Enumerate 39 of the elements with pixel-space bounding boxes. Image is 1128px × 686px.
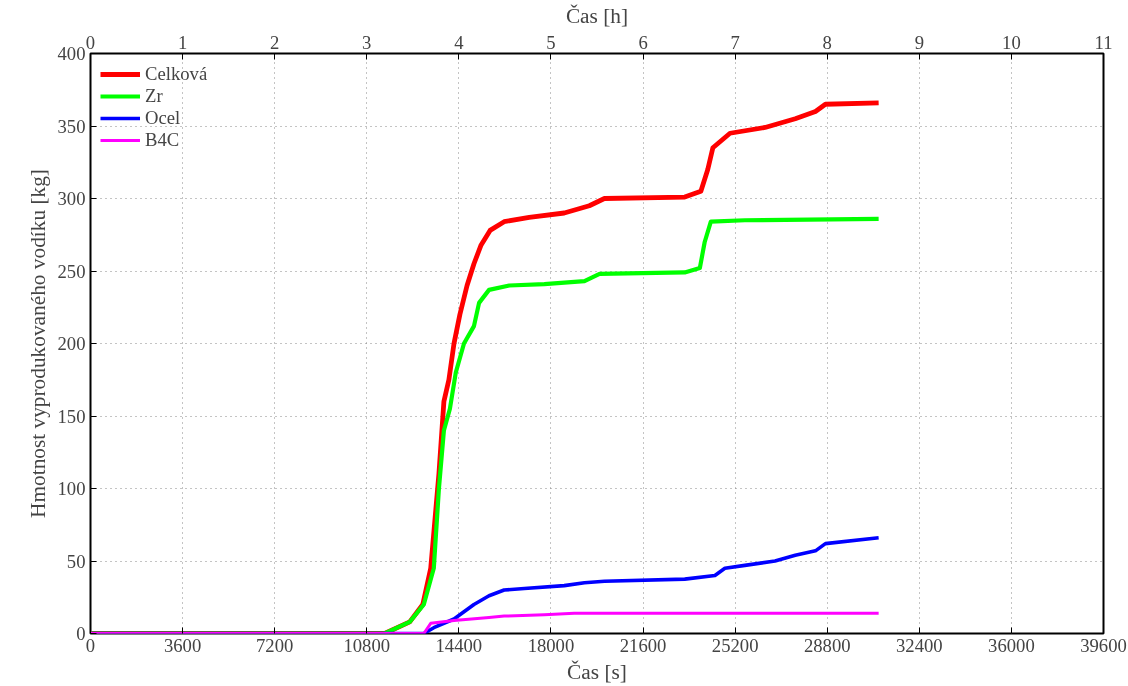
- x2-tick-label: 10: [1002, 31, 1021, 53]
- y-tick-label: 150: [57, 405, 86, 427]
- y-tick-label: 300: [57, 188, 86, 209]
- x-tick-label: 32400: [896, 634, 943, 656]
- legend-label: Zr: [145, 85, 164, 107]
- x2-tick-label: 8: [822, 31, 832, 53]
- x2-tick-label: 4: [454, 31, 465, 53]
- legend-label: Celková: [145, 63, 208, 85]
- x-tick-label: 28800: [803, 634, 851, 656]
- x-axis-title: Čas [s]: [567, 659, 627, 684]
- x-tick-label: 3600: [163, 634, 202, 656]
- x2-tick-label: 11: [1094, 31, 1113, 53]
- y-tick-label: 350: [57, 115, 86, 137]
- x2-tick-label: 3: [362, 31, 372, 53]
- y-tick-label: 400: [57, 43, 86, 64]
- x2-tick-label: 1: [177, 31, 188, 53]
- x-tick-label: 25200: [711, 634, 759, 656]
- legend-label: B4C: [145, 129, 180, 151]
- line-series: [90, 611, 881, 634]
- y-tick-label: 50: [66, 550, 86, 572]
- x2-axis-title: Čas [h]: [565, 3, 629, 28]
- line-series: [90, 216, 881, 634]
- x2-tick-label: 6: [638, 31, 648, 53]
- legend-label: Ocel: [145, 107, 181, 129]
- y-tick-label: 200: [57, 333, 86, 354]
- x-tick-label: 10800: [343, 634, 391, 656]
- x2-tick-label: 7: [730, 31, 740, 53]
- y-tick-label: 100: [57, 478, 86, 499]
- x-tick-label: 36000: [988, 634, 1035, 656]
- x-tick-label: 39600: [1080, 634, 1127, 656]
- x2-tick-label: 9: [914, 31, 924, 53]
- x2-tick-label: 2: [270, 31, 280, 53]
- x-tick-label: 14400: [435, 634, 483, 656]
- x-tick-label: 18000: [527, 634, 575, 656]
- x-tick-label: 7200: [256, 634, 294, 656]
- y-tick-label: 250: [57, 260, 86, 282]
- y-axis-title: Hmotnost vyprodukovaného vodíku [kg]: [25, 169, 50, 518]
- x2-tick-label: 5: [546, 31, 556, 53]
- x-tick-label: 21600: [619, 634, 667, 656]
